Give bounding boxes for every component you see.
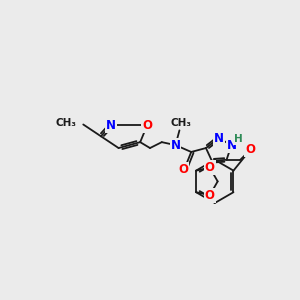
Text: N: N: [214, 132, 224, 145]
Text: O: O: [245, 143, 255, 157]
Text: N: N: [226, 139, 236, 152]
Text: O: O: [205, 161, 215, 174]
Text: N: N: [106, 119, 116, 132]
Text: CH₃: CH₃: [56, 118, 76, 128]
Text: H: H: [234, 134, 243, 144]
Text: N: N: [170, 139, 181, 152]
Text: O: O: [142, 119, 152, 132]
Text: CH₃: CH₃: [171, 118, 192, 128]
Text: O: O: [178, 163, 188, 176]
Text: O: O: [205, 189, 215, 202]
